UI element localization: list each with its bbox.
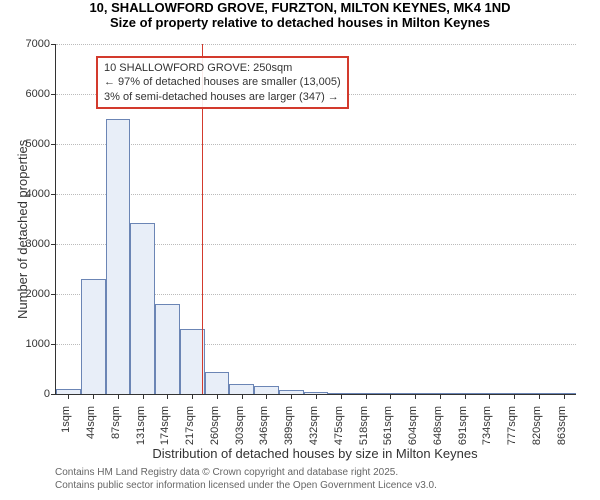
x-axis-label: Distribution of detached houses by size … bbox=[55, 446, 575, 461]
gridline bbox=[56, 44, 576, 45]
footer-line1: Contains HM Land Registry data © Crown c… bbox=[55, 466, 437, 479]
annotation-line3: 3% of semi-detached houses are larger (3… bbox=[104, 90, 341, 104]
xtick-label: 863sqm bbox=[556, 406, 568, 445]
histogram-bar bbox=[81, 279, 106, 394]
histogram-bar bbox=[180, 329, 205, 394]
histogram-bar bbox=[254, 386, 279, 394]
annotation-box: 10 SHALLOWFORD GROVE: 250sqm← 97% of det… bbox=[96, 56, 349, 109]
xtick-mark bbox=[143, 394, 144, 399]
ytick-label: 7000 bbox=[26, 38, 50, 50]
ytick-mark bbox=[51, 94, 56, 95]
xtick-mark bbox=[68, 394, 69, 399]
xtick-label: 648sqm bbox=[432, 406, 444, 445]
xtick-mark bbox=[366, 394, 367, 399]
ytick-label: 0 bbox=[44, 388, 50, 400]
xtick-label: 820sqm bbox=[531, 406, 543, 445]
histogram-bar bbox=[155, 304, 180, 394]
xtick-label: 131sqm bbox=[135, 406, 147, 445]
xtick-mark bbox=[539, 394, 540, 399]
footer-line2: Contains public sector information licen… bbox=[55, 479, 437, 492]
histogram-bar bbox=[229, 384, 254, 394]
xtick-label: 87sqm bbox=[110, 406, 122, 439]
ytick-mark bbox=[51, 194, 56, 195]
xtick-mark bbox=[390, 394, 391, 399]
histogram-bar bbox=[130, 223, 155, 395]
xtick-label: 1sqm bbox=[60, 406, 72, 433]
ytick-mark bbox=[51, 144, 56, 145]
chart-container: 10, SHALLOWFORD GROVE, FURZTON, MILTON K… bbox=[0, 0, 600, 500]
ytick-label: 1000 bbox=[26, 338, 50, 350]
xtick-label: 475sqm bbox=[333, 406, 345, 445]
gridline bbox=[56, 194, 576, 195]
plot-area: 010002000300040005000600070001sqm44sqm87… bbox=[55, 44, 576, 395]
gridline bbox=[56, 144, 576, 145]
xtick-mark bbox=[489, 394, 490, 399]
xtick-mark bbox=[465, 394, 466, 399]
chart-footer: Contains HM Land Registry data © Crown c… bbox=[55, 466, 437, 492]
chart-title-line2: Size of property relative to detached ho… bbox=[0, 15, 600, 30]
xtick-mark bbox=[564, 394, 565, 399]
xtick-mark bbox=[217, 394, 218, 399]
chart-title-line1: 10, SHALLOWFORD GROVE, FURZTON, MILTON K… bbox=[0, 0, 600, 15]
xtick-mark bbox=[415, 394, 416, 399]
xtick-label: 734sqm bbox=[481, 406, 493, 445]
ytick-label: 6000 bbox=[26, 88, 50, 100]
annotation-line1: 10 SHALLOWFORD GROVE: 250sqm bbox=[104, 61, 341, 75]
histogram-bar bbox=[106, 119, 131, 394]
histogram-bar bbox=[205, 372, 230, 395]
ytick-mark bbox=[51, 44, 56, 45]
xtick-mark bbox=[316, 394, 317, 399]
xtick-mark bbox=[291, 394, 292, 399]
y-axis-label: Number of detached properties bbox=[15, 140, 30, 319]
annotation-line2: ← 97% of detached houses are smaller (13… bbox=[104, 75, 341, 89]
xtick-label: 691sqm bbox=[457, 406, 469, 445]
xtick-label: 44sqm bbox=[85, 406, 97, 439]
xtick-mark bbox=[440, 394, 441, 399]
xtick-label: 604sqm bbox=[407, 406, 419, 445]
xtick-label: 346sqm bbox=[258, 406, 270, 445]
xtick-label: 518sqm bbox=[358, 406, 370, 445]
ytick-mark bbox=[51, 394, 56, 395]
ytick-mark bbox=[51, 344, 56, 345]
xtick-label: 432sqm bbox=[308, 406, 320, 445]
xtick-label: 389sqm bbox=[283, 406, 295, 445]
xtick-mark bbox=[514, 394, 515, 399]
ytick-mark bbox=[51, 244, 56, 245]
xtick-mark bbox=[93, 394, 94, 399]
xtick-label: 303sqm bbox=[234, 406, 246, 445]
xtick-label: 174sqm bbox=[159, 406, 171, 445]
ytick-mark bbox=[51, 294, 56, 295]
xtick-mark bbox=[266, 394, 267, 399]
xtick-mark bbox=[242, 394, 243, 399]
xtick-mark bbox=[192, 394, 193, 399]
xtick-label: 777sqm bbox=[506, 406, 518, 445]
xtick-label: 260sqm bbox=[209, 406, 221, 445]
xtick-mark bbox=[341, 394, 342, 399]
xtick-label: 561sqm bbox=[382, 406, 394, 445]
xtick-label: 217sqm bbox=[184, 406, 196, 445]
xtick-mark bbox=[118, 394, 119, 399]
xtick-mark bbox=[167, 394, 168, 399]
